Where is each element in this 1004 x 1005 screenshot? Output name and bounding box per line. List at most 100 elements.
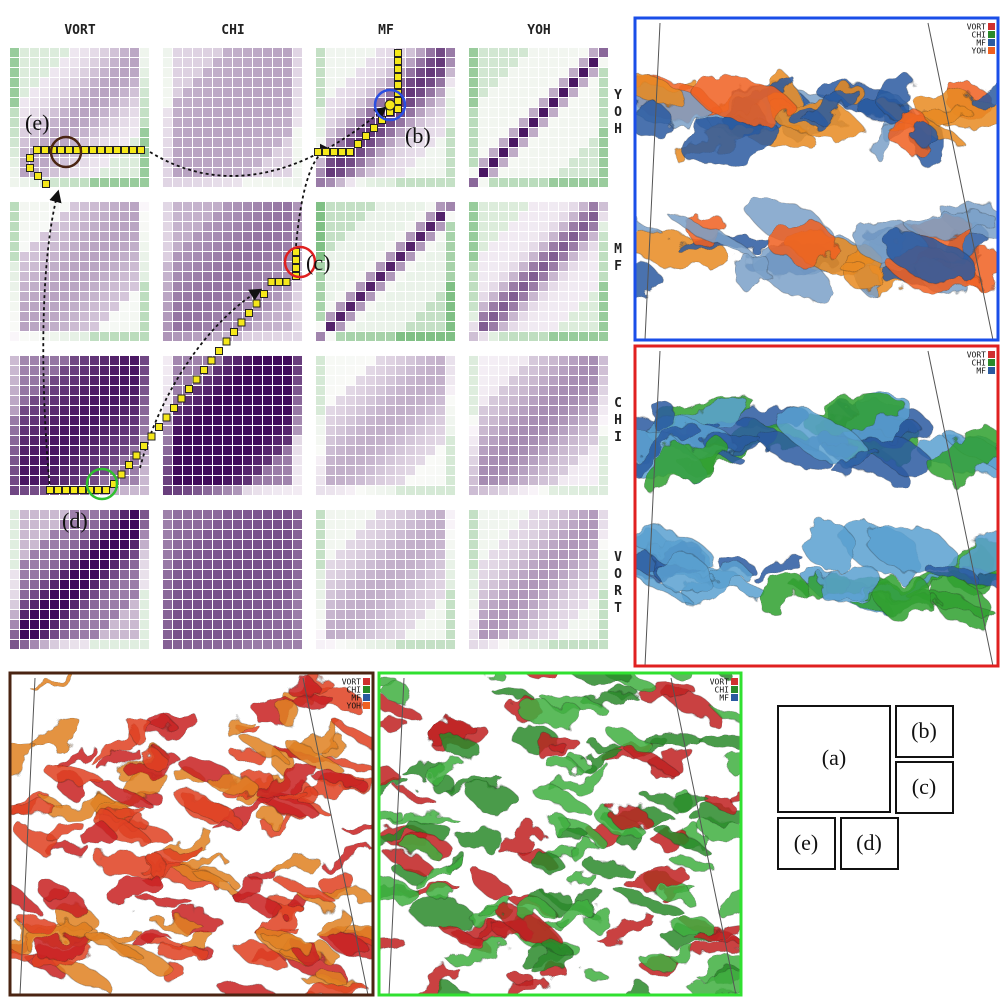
matrix-cell [90, 510, 99, 519]
matrix-cell [559, 386, 568, 395]
matrix-cell [589, 138, 598, 147]
matrix-cell [20, 322, 29, 331]
surface [665, 853, 720, 874]
matrix-cell [416, 446, 425, 455]
matrix-cell [469, 530, 478, 539]
matrix-cell [243, 302, 252, 311]
matrix-cell [356, 570, 365, 579]
matrix-cell [70, 48, 79, 57]
surface [585, 908, 615, 932]
matrix-cell [416, 332, 425, 341]
matrix-cell [479, 98, 488, 107]
matrix-cell [140, 640, 149, 649]
matrix-cell [469, 68, 478, 77]
matrix-cell [569, 232, 578, 241]
matrix-cell [376, 332, 385, 341]
matrix-cell [509, 356, 518, 365]
matrix-cell [80, 640, 89, 649]
matrix-cell [509, 88, 518, 97]
surface [635, 104, 672, 138]
matrix-cell [263, 476, 272, 485]
matrix-cell [183, 476, 192, 485]
matrix-cell [163, 560, 172, 569]
matrix-cell [213, 610, 222, 619]
matrix-cell [479, 486, 488, 495]
matrix-cell [386, 436, 395, 445]
matrix-cell [446, 178, 455, 187]
matrix-cell [589, 222, 598, 231]
surface [379, 807, 401, 820]
matrix-cell [499, 272, 508, 281]
matrix-cell [529, 88, 538, 97]
matrix-cell [356, 332, 365, 341]
matrix-cell [183, 322, 192, 331]
matrix-cell [416, 620, 425, 629]
matrix-cell [283, 322, 292, 331]
matrix-cell [579, 520, 588, 529]
matrix-cell [469, 322, 478, 331]
matrix-cell [213, 262, 222, 271]
surface [579, 750, 626, 770]
legend-swatch [363, 678, 370, 685]
matrix-cell [426, 118, 435, 127]
matrix-cell [366, 302, 375, 311]
matrix-cell [426, 560, 435, 569]
matrix-cell [130, 202, 139, 211]
matrix-cell [20, 466, 29, 475]
matrix-cell [193, 322, 202, 331]
matrix-cell [446, 466, 455, 475]
matrix-cell [446, 292, 455, 301]
matrix-cell [509, 302, 518, 311]
matrix-cell [243, 436, 252, 445]
matrix-cell [10, 78, 19, 87]
matrix-cell [479, 322, 488, 331]
matrix-cell [599, 550, 608, 559]
matrix-cell [40, 322, 49, 331]
matrix-cell [10, 600, 19, 609]
matrix-cell [346, 476, 355, 485]
matrix-cell [406, 356, 415, 365]
matrix-cell [233, 580, 242, 589]
matrix-cell [316, 466, 325, 475]
matrix-cell [273, 466, 282, 475]
matrix-cell [130, 426, 139, 435]
matrix-cell [386, 456, 395, 465]
matrix-cell [10, 446, 19, 455]
matrix-cell [539, 178, 548, 187]
matrix-cell [366, 620, 375, 629]
matrix-cell [193, 118, 202, 127]
matrix-cell [509, 630, 518, 639]
matrix-cell [140, 168, 149, 177]
matrix-cell [263, 386, 272, 395]
matrix-cell [316, 520, 325, 529]
matrix-cell [386, 376, 395, 385]
matrix-cell [110, 406, 119, 415]
matrix-cell [599, 58, 608, 67]
matrix-cell [120, 486, 129, 495]
matrix-cell [599, 48, 608, 57]
matrix-cell [356, 232, 365, 241]
matrix-cell [559, 456, 568, 465]
matrix-cell [213, 406, 222, 415]
matrix-cell [80, 252, 89, 261]
matrix-cell [549, 416, 558, 425]
matrix-cell [203, 88, 212, 97]
matrix-cell [90, 232, 99, 241]
matrix-cell [60, 520, 69, 529]
matrix-cell [173, 138, 182, 147]
matrix-cell [366, 312, 375, 321]
matrix-cell [579, 108, 588, 117]
matrix-cell [80, 158, 89, 167]
matrix-cell [273, 78, 282, 87]
matrix-cell [233, 456, 242, 465]
matrix-cell [549, 222, 558, 231]
matrix-cell [446, 580, 455, 589]
matrix-cell [519, 570, 528, 579]
legend-label: YOH [972, 47, 987, 56]
matrix-cell [499, 148, 508, 157]
matrix-cell [273, 282, 282, 291]
matrix-cell [140, 158, 149, 167]
matrix-cell [559, 58, 568, 67]
matrix-cell [549, 148, 558, 157]
matrix-cell [243, 88, 252, 97]
